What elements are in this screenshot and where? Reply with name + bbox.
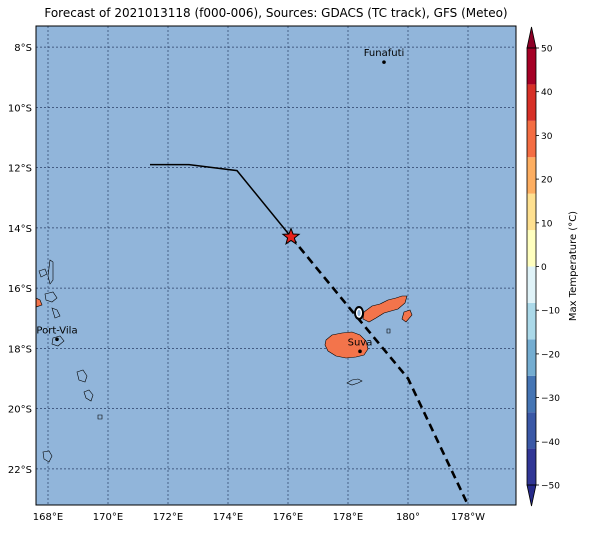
colorbar-tick-label: 40: [541, 88, 553, 98]
kadavu-island: [346, 378, 363, 386]
colorbar-segment: [527, 230, 536, 267]
hot-island-west: [36, 297, 43, 308]
colorbar-segment: [527, 84, 536, 121]
longitude-tick-label: 176°E: [273, 512, 303, 523]
city-dot: [382, 60, 386, 64]
colorbar-segment: [527, 375, 536, 413]
latitude-tick-label: 16°S: [8, 284, 32, 295]
latitude-tick-labels: 8°S 10°S 12°S 14°S 16°S 18°S 20°S 22°S: [8, 43, 32, 476]
colorbar-tick-label: 50: [541, 45, 553, 55]
past-track-line: [150, 163, 292, 238]
colorbar-tick-label: −40: [541, 438, 560, 448]
colorbar-tick-label: 0: [541, 263, 547, 273]
longitude-tick-label: 174°E: [213, 512, 243, 523]
ocean-background: [36, 26, 516, 505]
city-label: Port-Vila: [36, 325, 77, 336]
colorbar-extend-low: [526, 484, 537, 507]
longitude-tick-label: 178°E: [333, 512, 363, 523]
longitude-tick-label: 178°W: [451, 512, 485, 523]
colorbar-tick-label: −10: [541, 307, 560, 317]
latitude-tick-label: 20°S: [8, 405, 32, 416]
graticule: [36, 26, 516, 505]
colorbar: [526, 26, 537, 507]
colorbar-tick-labels: 50 40 30 20 10 0 −10 −20 −30 −40 −50: [536, 45, 560, 492]
colorbar-segment: [527, 339, 536, 376]
colorbar-segment: [527, 302, 536, 340]
latitude-tick-label: 8°S: [14, 43, 32, 54]
colorbar-label: Max Temperature (°C): [568, 211, 579, 321]
position-ring-marker: [354, 306, 364, 320]
vanuatu-islands: [36, 259, 103, 463]
colorbar-tick-label: −20: [541, 350, 560, 360]
colorbar-segment: [527, 448, 536, 485]
latitude-tick-label: 18°S: [8, 344, 32, 355]
city-dot: [358, 349, 362, 354]
viti-levu-island: [324, 331, 369, 359]
latitude-tick-label: 14°S: [8, 224, 32, 235]
latitude-tick-label: 22°S: [8, 465, 32, 476]
storm-position-star: [281, 226, 301, 245]
colorbar-segment: [527, 266, 536, 303]
colorbar-tick-label: 30: [541, 132, 553, 142]
city-label: Funafuti: [364, 48, 405, 59]
colorbar-tick-label: −50: [541, 482, 560, 492]
colorbar-tick-label: 10: [541, 219, 553, 229]
forecast-track-line: [289, 236, 470, 505]
map-frame: [35, 25, 517, 506]
colorbar-segment: [527, 48, 536, 85]
city-markers: Funafuti Port-Vila Suva: [36, 48, 405, 354]
colorbar-extend-high: [526, 26, 537, 49]
longitude-tick-label: 170°E: [93, 512, 123, 523]
city-label: Suva: [348, 337, 373, 348]
colorbar-segment: [527, 412, 536, 449]
latitude-tick-label: 12°S: [8, 164, 32, 175]
longitude-tick-labels: 168°E 170°E 172°E 174°E 176°E 178°E 180° 178°W: [33, 512, 485, 523]
colorbar-tick-label: −30: [541, 394, 560, 404]
colorbar-segment: [527, 193, 536, 231]
city-dot: [55, 337, 59, 342]
small-islet: [386, 328, 391, 334]
latitude-tick-label: 10°S: [8, 103, 32, 114]
longitude-tick-label: 180°: [396, 512, 420, 523]
longitude-tick-label: 168°E: [33, 512, 63, 523]
vanua-levu-island: [362, 295, 408, 323]
fiji-islands: [324, 295, 413, 386]
longitude-tick-label: 172°E: [153, 512, 183, 523]
colorbar-segment: [527, 120, 536, 158]
colorbar-tick-label: 20: [541, 176, 553, 186]
colorbar-segment: [527, 157, 536, 194]
figure-title: Forecast of 2021013118 (f000-006), Sourc…: [44, 6, 508, 20]
taveuni-island: [401, 309, 413, 323]
